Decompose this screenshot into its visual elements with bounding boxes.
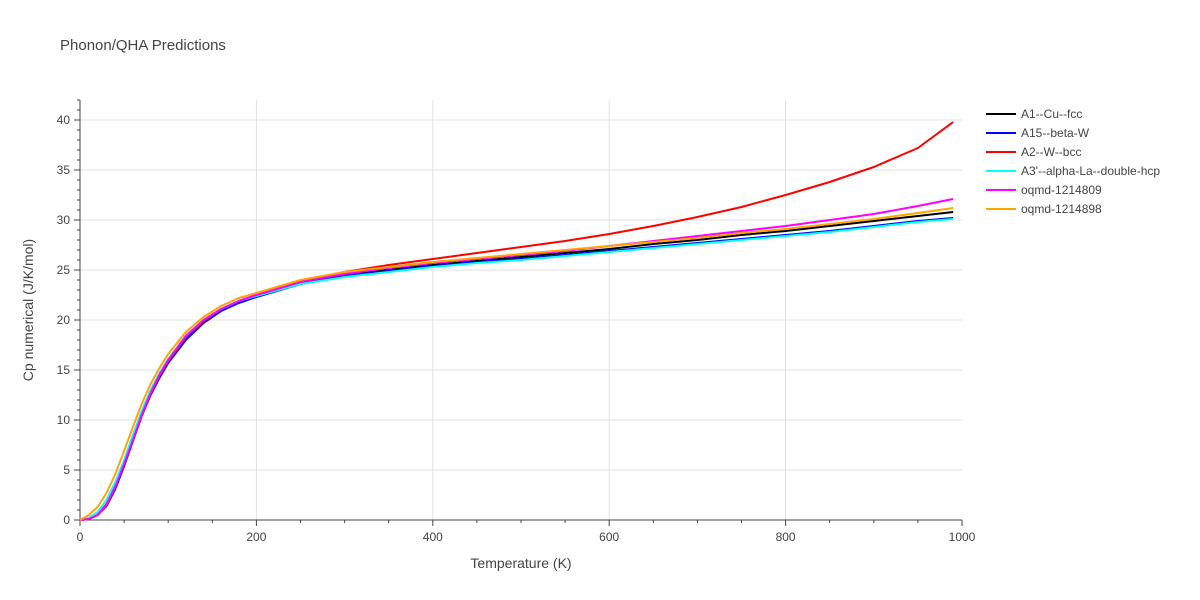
x-tick-label: 400 [423, 530, 443, 544]
y-tick-label: 25 [57, 263, 71, 277]
legend-item-2[interactable]: A15--beta-W [986, 126, 1090, 140]
series-line-2 [79, 217, 954, 521]
x-tick-label: 800 [776, 530, 796, 544]
chart-title: Phonon/QHA Predictions [60, 37, 226, 54]
y-axis-label: Cp numerical (J/K/mol) [20, 239, 36, 381]
y-tick-label: 40 [57, 113, 71, 127]
legend-label: A1--Cu--fcc [1021, 107, 1082, 121]
legend-item-5[interactable]: oqmd-1214809 [986, 183, 1102, 197]
series-line-1 [79, 211, 954, 521]
plot-area [79, 121, 954, 521]
x-tick-label: 200 [246, 530, 266, 544]
legend-label: A2--W--bcc [1021, 145, 1081, 159]
legend-item-6[interactable]: oqmd-1214898 [986, 202, 1102, 216]
grid [80, 100, 962, 520]
y-tick-label: 30 [57, 213, 71, 227]
series-line-4 [79, 218, 954, 521]
series-line-6 [79, 207, 954, 521]
x-tick-label: 600 [599, 530, 619, 544]
series-line-5 [79, 198, 954, 521]
axes: 0 200 400 600 800 1000 0 5 10 15 20 25 30 35 40 [57, 99, 976, 544]
legend-item-3[interactable]: A2--W--bcc [986, 145, 1081, 159]
legend-label: oqmd-1214809 [1021, 183, 1102, 197]
x-axis-label: Temperature (K) [470, 555, 571, 571]
legend[interactable]: A1--Cu--fcc A15--beta-W A2--W--bcc A3'--alp… [986, 107, 1160, 216]
series-line-3 [79, 121, 954, 521]
y-tick-label: 0 [63, 513, 70, 527]
legend-label: oqmd-1214898 [1021, 202, 1102, 216]
x-tick-label: 1000 [949, 530, 976, 544]
y-tick-label: 10 [57, 413, 71, 427]
x-tick-label: 0 [77, 530, 84, 544]
y-tick-label: 5 [63, 463, 70, 477]
legend-item-1[interactable]: A1--Cu--fcc [986, 107, 1082, 121]
y-tick-label: 20 [57, 313, 71, 327]
legend-label: A15--beta-W [1021, 126, 1090, 140]
y-tick-label: 35 [57, 163, 71, 177]
legend-item-4[interactable]: A3'--alpha-La--double-hcp [986, 164, 1160, 178]
y-tick-label: 15 [57, 363, 71, 377]
legend-label: A3'--alpha-La--double-hcp [1021, 164, 1160, 178]
